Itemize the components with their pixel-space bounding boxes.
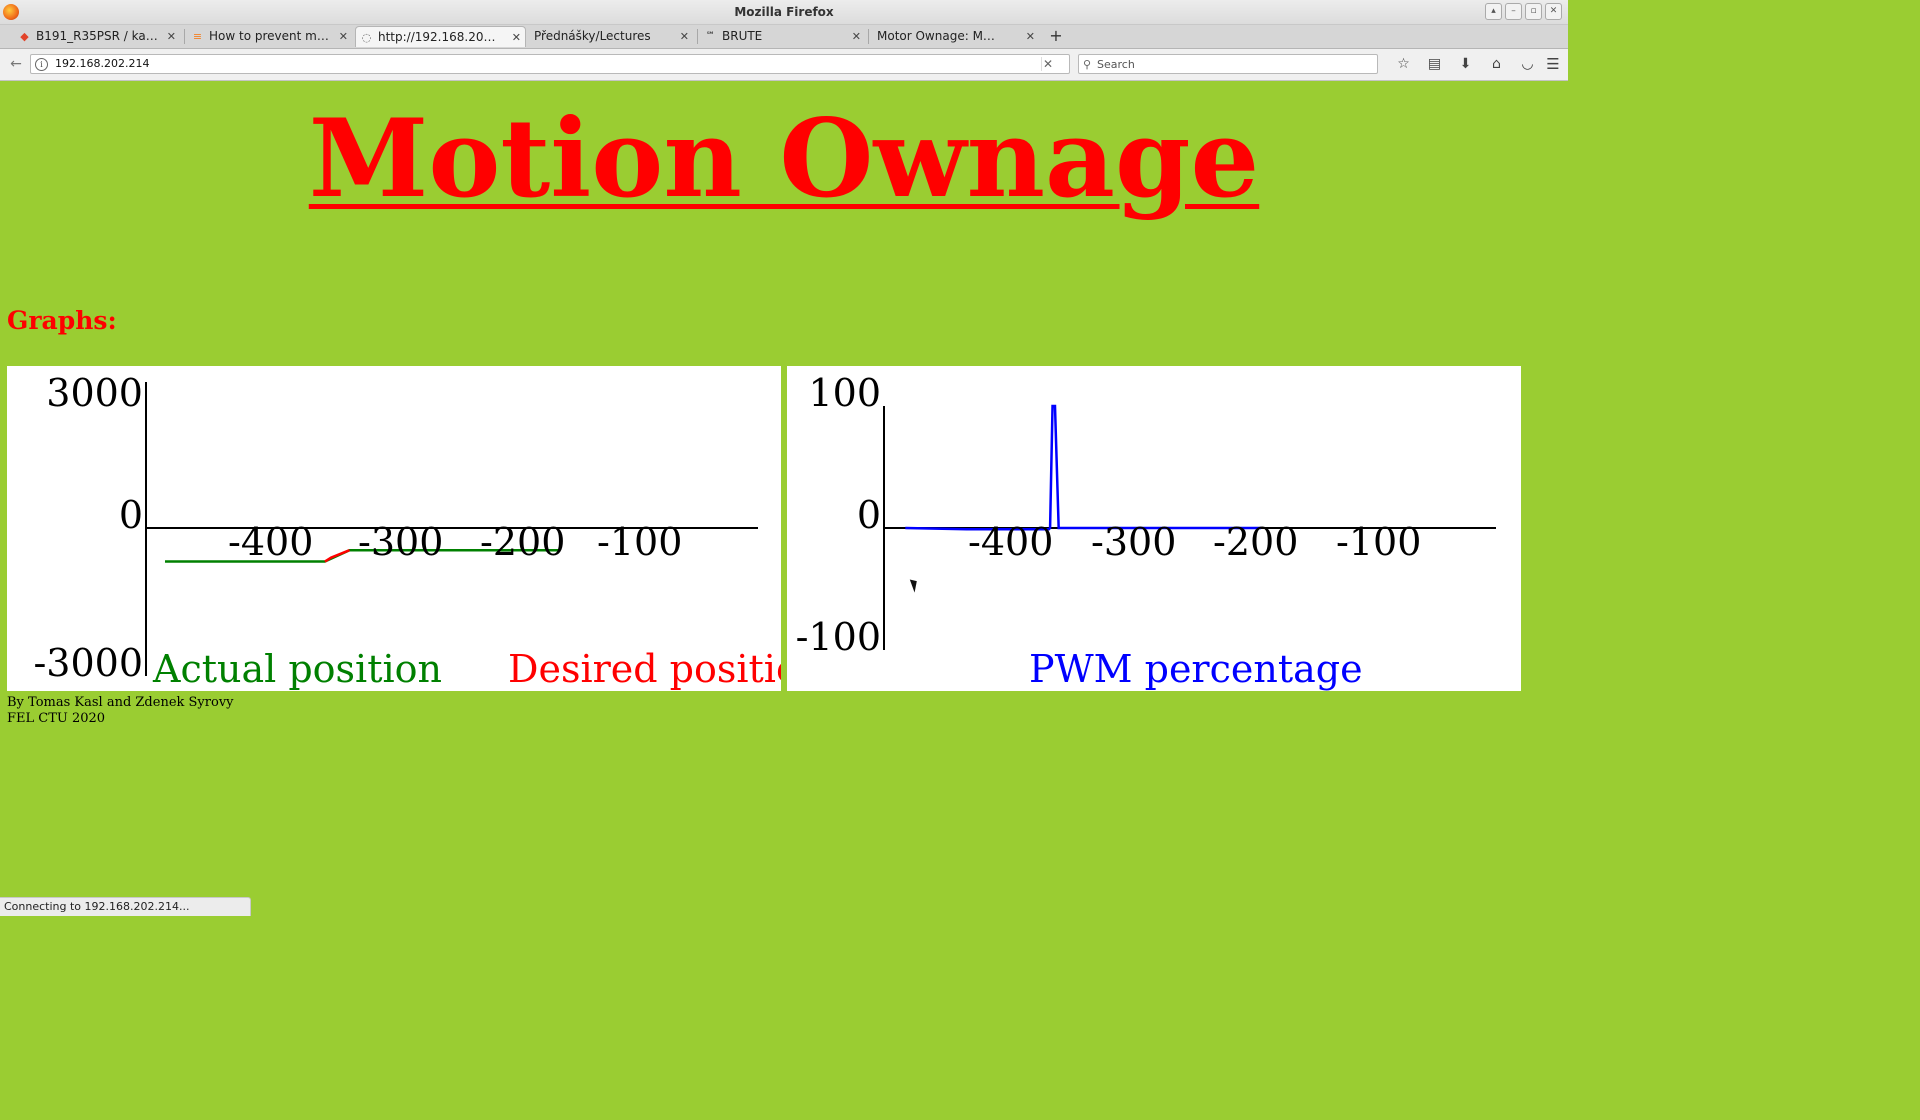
close-window-icon[interactable]: ✕	[1545, 3, 1562, 20]
home-icon[interactable]: ⌂	[1492, 56, 1501, 72]
tab-stackoverflow[interactable]: ≡ How to prevent multi... ✕	[187, 26, 352, 47]
maximize-icon[interactable]: ▫	[1525, 3, 1542, 20]
y-tick-label: 0	[119, 493, 143, 537]
navigation-bar: ← i 192.168.202.214 ✕ ⚲ ☆ ▤ ⬇ ⌂ ◡ ☰	[0, 49, 1568, 81]
series-line-0	[905, 404, 1262, 531]
url-divider	[1041, 57, 1042, 71]
footer: By Tomas Kasl and Zdenek Syrovy FEL CTU …	[7, 695, 234, 727]
x-tick-label: -100	[597, 520, 682, 564]
loading-icon: ◌	[361, 31, 372, 44]
toolbar-icons: ☆ ▤ ⬇ ⌂ ◡	[1388, 55, 1543, 73]
tab-active-page[interactable]: ◌ http://192.168.202.214/ ✕	[355, 26, 526, 47]
tab-close-icon[interactable]: ✕	[338, 30, 348, 43]
tab-brute[interactable]: ℠ BRUTE ✕	[700, 26, 865, 47]
stackoverflow-icon: ≡	[192, 30, 203, 43]
downloads-icon[interactable]: ⬇	[1459, 56, 1472, 72]
gitlab-icon: ◆	[20, 30, 29, 43]
tab-motor-ownage[interactable]: Motor Ownage: Motion ... ✕	[871, 26, 1039, 47]
pwm-chart: 100 0 -100 -400 -300 -200 -100 PWM percentage	[787, 366, 1521, 691]
series-line-1	[324, 549, 350, 563]
x-tick-label: -400	[968, 520, 1053, 564]
new-tab-button[interactable]: +	[1049, 26, 1063, 45]
y-tick-label: 100	[808, 371, 881, 415]
info-icon[interactable]: i	[35, 58, 48, 71]
x-tick-label: -200	[1213, 520, 1298, 564]
x-tick-label: -300	[358, 520, 443, 564]
search-icon: ⚲	[1083, 58, 1092, 71]
firefox-logo-icon	[3, 4, 19, 20]
url-bar[interactable]: i 192.168.202.214 ✕	[30, 54, 1070, 74]
search-bar[interactable]: ⚲	[1078, 54, 1378, 74]
legend-label: Desired position	[508, 647, 781, 691]
legend-label: Actual position	[152, 647, 442, 691]
status-bar: Connecting to 192.168.202.214...	[0, 897, 251, 916]
tab-separator	[868, 29, 869, 44]
url-text[interactable]: 192.168.202.214	[55, 57, 150, 70]
x-tick-label: -200	[480, 520, 565, 564]
bookmark-star-icon[interactable]: ☆	[1397, 56, 1410, 72]
minimize-icon[interactable]: –	[1505, 3, 1522, 20]
brute-icon: ℠	[705, 31, 716, 41]
tab-gitlab[interactable]: ◆ B191_R35PSR / kaslt... ✕	[14, 26, 180, 47]
search-input[interactable]	[1097, 56, 1367, 72]
tab-close-icon[interactable]: ✕	[1025, 30, 1035, 43]
window-title: Mozilla Firefox	[734, 5, 834, 19]
graphs-heading: Graphs:	[7, 306, 117, 335]
position-chart: 3000 0 -3000 -400 -300 -200 -100 Actual positio…	[7, 366, 781, 691]
hamburger-menu-icon[interactable]: ☰	[1546, 55, 1560, 73]
x-tick-label: -100	[1336, 520, 1421, 564]
stop-loading-icon[interactable]: ✕	[1042, 57, 1053, 71]
tab-bar: ◆ B191_R35PSR / kaslt... ✕ ≡ How to prev…	[0, 25, 1568, 49]
footer-authors: By Tomas Kasl and Zdenek Syrovy	[7, 695, 234, 710]
legend-label: PWM percentage	[1029, 647, 1363, 691]
page-title: Motion Ownage	[308, 96, 1260, 222]
tab-close-icon[interactable]: ✕	[851, 30, 861, 43]
window-titlebar: Mozilla Firefox ▴ – ▫ ✕	[0, 0, 1568, 25]
tab-separator	[184, 29, 185, 44]
tab-close-icon[interactable]: ✕	[511, 31, 521, 44]
x-tick-label: -300	[1091, 520, 1176, 564]
scroll-up-icon[interactable]: ▴	[1485, 3, 1502, 20]
tab-lectures[interactable]: Přednášky/Lectures ✕	[528, 26, 693, 47]
y-tick-label: -3000	[33, 641, 143, 685]
footer-institution: FEL CTU 2020	[7, 711, 106, 726]
series-line-0	[165, 548, 559, 563]
y-tick-label: 3000	[46, 371, 143, 415]
tab-close-icon[interactable]: ✕	[679, 30, 689, 43]
pocket-icon[interactable]: ◡	[1521, 56, 1534, 72]
page-content: Motion Ownage Graphs: 3000 0 -3000 -400 -300…	[0, 81, 1568, 915]
tab-close-icon[interactable]: ✕	[166, 30, 176, 43]
y-tick-label: -100	[796, 615, 881, 659]
x-tick-label: -400	[228, 520, 313, 564]
back-arrow-icon[interactable]: ←	[10, 56, 22, 72]
y-tick-label: 0	[857, 493, 881, 537]
tab-separator	[697, 29, 698, 44]
window-controls: ▴ – ▫ ✕	[1485, 3, 1562, 20]
reading-list-icon[interactable]: ▤	[1427, 56, 1442, 72]
